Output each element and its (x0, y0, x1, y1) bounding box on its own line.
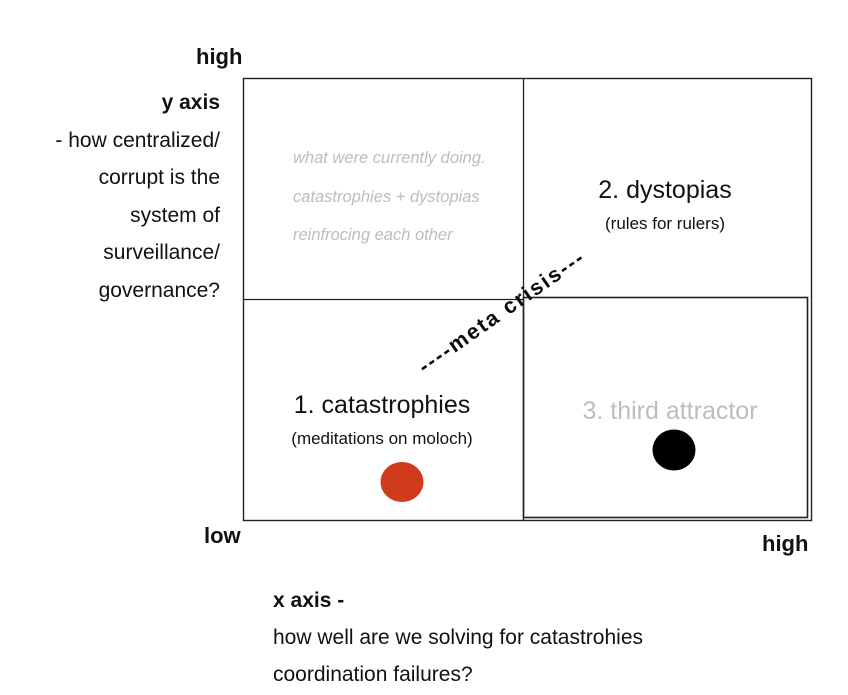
y-axis-description-line: governance? (98, 278, 220, 302)
x-axis-label-block: x axis - how well are we solving for cat… (273, 582, 643, 693)
catastrophies-quadrant-label: 1. catastrophies (meditations on moloch) (237, 390, 527, 449)
dystopias-quadrant-label: 2. dystopias (rules for rulers) (520, 175, 810, 234)
top-left-note-line: what were currently doing. (293, 149, 486, 167)
x-axis-description-line: coordination failures? (273, 663, 473, 686)
dystopias-title: 2. dystopias (598, 176, 732, 204)
catastrophies-dot (380, 462, 424, 502)
third-attractor-dot (652, 429, 696, 471)
y-axis-title: y axis (161, 91, 220, 114)
x-axis-high-label: high (762, 531, 809, 556)
top-left-quadrant-notes: what were currently doing. catastrophies… (293, 139, 486, 255)
top-left-note-line: reinfrocing each other (293, 226, 453, 244)
top-left-note-line: catastrophies + dystopias (293, 187, 480, 206)
catastrophies-title: 1. catastrophies (293, 391, 471, 419)
y-axis-low-label: low (204, 523, 241, 548)
x-axis-description-line: how well are we solving for catastrohies (273, 626, 644, 649)
y-axis-label-block: y axis - how centralized/ corrupt is the… (0, 84, 220, 309)
y-axis-high-label: high (196, 44, 243, 69)
x-axis-title: x axis - (273, 589, 345, 612)
bottom-right-box (522, 296, 809, 519)
catastrophies-subtitle: (meditations on moloch) (291, 429, 473, 448)
dystopias-subtitle: (rules for rulers) (605, 214, 725, 233)
third-attractor-title: 3. third attractor (582, 397, 758, 425)
y-axis-description-line: corrupt is the (98, 166, 220, 189)
y-axis-description-line: surveillance/ (103, 241, 220, 264)
y-axis-description-line: - how centralized/ (55, 128, 220, 152)
y-axis-description-line: system of (130, 203, 220, 227)
